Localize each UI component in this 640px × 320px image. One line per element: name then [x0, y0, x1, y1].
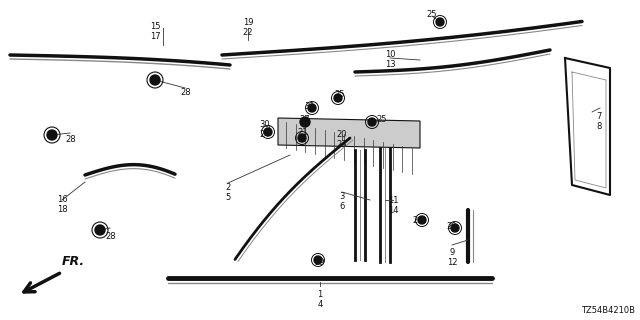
Text: 28: 28 [180, 88, 191, 97]
Text: 27: 27 [300, 115, 310, 124]
Text: 9
12: 9 12 [447, 248, 457, 268]
Text: 20
23: 20 23 [337, 130, 348, 149]
Text: 1
4: 1 4 [317, 290, 323, 309]
Text: 31: 31 [305, 102, 316, 111]
Text: 30
24: 30 24 [260, 120, 270, 140]
Circle shape [418, 216, 426, 224]
Text: 2
5: 2 5 [225, 183, 230, 203]
Text: 28: 28 [65, 135, 76, 144]
Text: 19
22: 19 22 [243, 18, 253, 37]
Circle shape [300, 117, 310, 127]
Circle shape [334, 94, 342, 102]
Circle shape [264, 128, 272, 136]
Polygon shape [278, 118, 420, 148]
Text: FR.: FR. [62, 255, 85, 268]
Circle shape [368, 118, 376, 126]
Text: 28: 28 [105, 232, 116, 241]
Text: 21: 21 [298, 128, 308, 137]
Circle shape [451, 224, 459, 232]
Circle shape [95, 225, 105, 235]
Circle shape [150, 75, 160, 85]
Text: TZ54B4210B: TZ54B4210B [581, 306, 635, 315]
Circle shape [436, 18, 444, 26]
Circle shape [298, 134, 306, 142]
Text: 29: 29 [447, 222, 457, 231]
Circle shape [314, 256, 322, 264]
Text: 3
6: 3 6 [339, 192, 345, 212]
Circle shape [308, 104, 316, 112]
Text: 26: 26 [413, 216, 423, 225]
Text: 15
17: 15 17 [150, 22, 160, 41]
Text: 25: 25 [335, 90, 345, 99]
Text: 10
13: 10 13 [385, 50, 396, 69]
Text: 7
8: 7 8 [596, 112, 602, 132]
Text: 25: 25 [377, 115, 387, 124]
Text: 25: 25 [427, 10, 437, 19]
Text: 11
14: 11 14 [388, 196, 398, 215]
Text: 16
18: 16 18 [57, 195, 67, 214]
Text: 29: 29 [315, 258, 325, 267]
Circle shape [47, 130, 57, 140]
